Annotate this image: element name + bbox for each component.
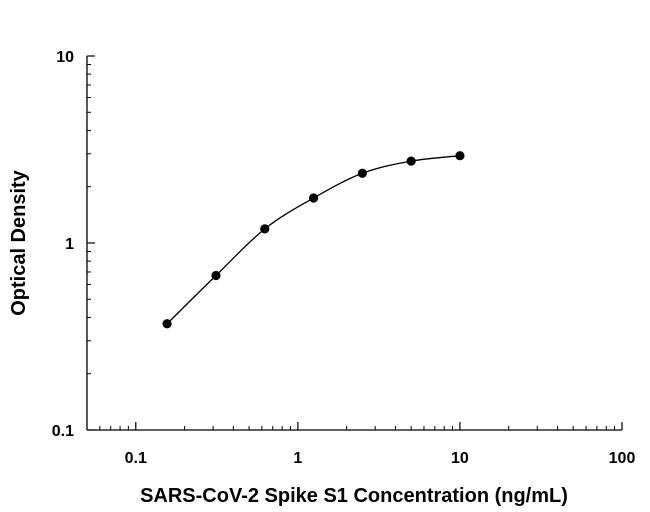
y-tick-label: 0.1	[52, 423, 74, 440]
data-point	[308, 193, 319, 203]
data-point	[162, 319, 172, 329]
y-axis-title: Optical Density	[8, 169, 30, 315]
plot-area: 0.1 1 10 100 0.1 1 10	[52, 49, 636, 467]
y-tick-label: 1	[65, 236, 74, 253]
data-point	[357, 168, 367, 178]
x-tick-label: 100	[609, 450, 636, 467]
x-tick-label: 10	[451, 450, 469, 467]
y-tick-label: 10	[56, 49, 74, 66]
data-point	[211, 270, 221, 281]
x-axis-title: SARS-CoV-2 Spike S1 Concentration (ng/mL…	[140, 485, 568, 507]
data-point	[260, 224, 270, 234]
data-point	[455, 151, 465, 161]
x-tick-label: 1	[293, 450, 302, 467]
x-tick-label: 0.1	[125, 450, 147, 467]
fit-curve-line	[166, 155, 461, 325]
data-point	[406, 156, 416, 166]
